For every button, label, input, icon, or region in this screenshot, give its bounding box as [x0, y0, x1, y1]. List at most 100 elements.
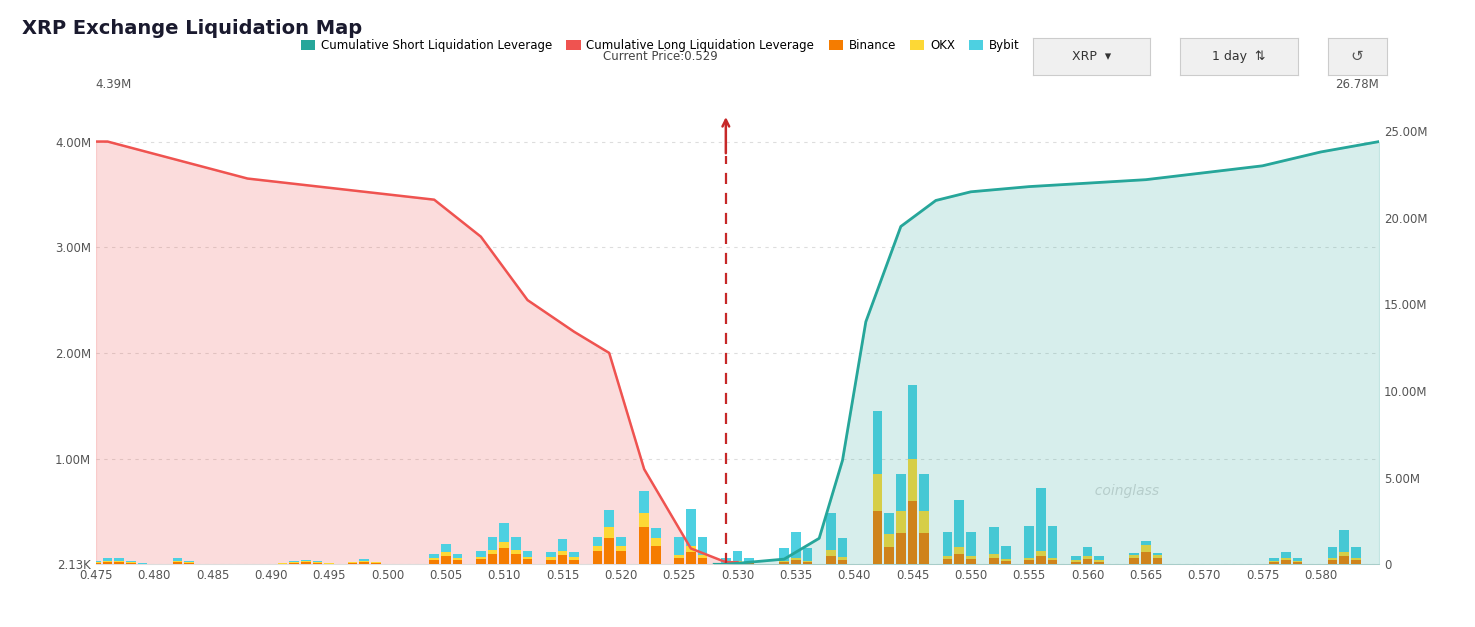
Bar — [360, 559, 369, 564]
Bar — [173, 561, 183, 564]
Bar — [114, 561, 124, 564]
Bar — [488, 554, 497, 564]
Bar — [125, 562, 136, 564]
Bar — [745, 563, 754, 564]
Bar — [499, 549, 509, 564]
Bar — [873, 411, 882, 564]
Bar — [779, 562, 789, 564]
Bar — [826, 549, 836, 564]
Bar — [617, 546, 625, 564]
Text: coinglass: coinglass — [1086, 483, 1159, 498]
Bar — [1292, 558, 1302, 564]
Bar — [919, 475, 929, 564]
Bar — [884, 534, 894, 564]
Bar — [884, 547, 894, 564]
Bar — [698, 556, 708, 564]
Bar — [301, 561, 311, 564]
Bar — [1152, 552, 1162, 564]
Bar — [802, 548, 813, 564]
Bar — [1351, 560, 1361, 564]
Bar — [686, 546, 696, 564]
Bar — [1280, 560, 1291, 564]
Bar — [745, 557, 754, 564]
Bar — [639, 527, 649, 564]
Bar — [1024, 560, 1034, 564]
Text: 4.39M: 4.39M — [96, 78, 133, 91]
Bar — [103, 559, 112, 564]
Bar — [838, 539, 848, 564]
Bar — [733, 562, 742, 564]
Bar — [884, 514, 894, 564]
Bar — [476, 551, 485, 564]
Bar — [558, 551, 568, 564]
Bar — [826, 512, 836, 564]
Text: XRP  ▾: XRP ▾ — [1072, 50, 1111, 63]
Bar — [173, 558, 183, 564]
Bar — [943, 559, 953, 564]
Bar — [1152, 558, 1162, 564]
Bar — [1328, 558, 1338, 564]
Legend: Cumulative Short Liquidation Leverage, Cumulative Long Liquidation Leverage, Bin: Cumulative Short Liquidation Leverage, C… — [296, 34, 1025, 57]
Bar — [488, 537, 497, 564]
Bar — [1328, 560, 1338, 564]
Bar — [370, 563, 381, 564]
Bar — [569, 557, 580, 564]
Bar — [348, 562, 357, 564]
Bar — [873, 475, 882, 564]
Bar — [429, 560, 440, 564]
Text: Current Price:0.529: Current Price:0.529 — [603, 50, 718, 63]
Bar — [453, 554, 463, 564]
Bar — [1083, 547, 1093, 564]
Bar — [1002, 561, 1010, 564]
Bar — [522, 559, 532, 564]
Bar — [1071, 562, 1081, 564]
Bar — [546, 559, 556, 564]
Bar — [370, 562, 381, 564]
Bar — [569, 559, 580, 564]
Bar — [1071, 556, 1081, 564]
Bar — [1351, 558, 1361, 564]
Text: ↺: ↺ — [1351, 49, 1363, 64]
Bar — [546, 557, 556, 564]
Bar — [91, 562, 100, 564]
Bar — [289, 563, 299, 564]
Bar — [802, 562, 813, 564]
Bar — [91, 562, 100, 564]
Bar — [721, 563, 730, 564]
Bar — [674, 558, 684, 564]
Bar — [1035, 488, 1046, 564]
Bar — [348, 562, 357, 564]
Bar — [1339, 552, 1350, 564]
Bar — [1071, 560, 1081, 564]
Bar — [674, 556, 684, 564]
Bar — [954, 500, 965, 564]
Bar — [895, 475, 906, 564]
Bar — [558, 539, 568, 564]
Bar — [289, 561, 299, 564]
Bar — [1035, 556, 1046, 564]
Bar — [324, 563, 335, 564]
Bar — [907, 458, 917, 564]
Bar — [593, 537, 602, 564]
Bar — [838, 557, 848, 564]
Bar — [1083, 556, 1093, 564]
Text: XRP Exchange Liquidation Map: XRP Exchange Liquidation Map — [22, 19, 363, 38]
Bar — [313, 562, 323, 564]
Bar — [943, 556, 953, 564]
Bar — [1140, 541, 1150, 564]
Bar — [1339, 556, 1350, 564]
Bar — [1268, 562, 1279, 564]
Bar — [605, 538, 614, 564]
Bar — [873, 512, 882, 564]
Bar — [593, 546, 602, 564]
Bar — [441, 544, 451, 564]
Bar — [990, 554, 999, 564]
Bar — [966, 532, 976, 564]
Bar — [277, 563, 288, 564]
Bar — [510, 549, 521, 564]
Bar — [1140, 545, 1150, 564]
Bar — [907, 384, 917, 564]
Bar — [510, 554, 521, 564]
Bar — [360, 562, 369, 564]
Bar — [650, 539, 661, 564]
